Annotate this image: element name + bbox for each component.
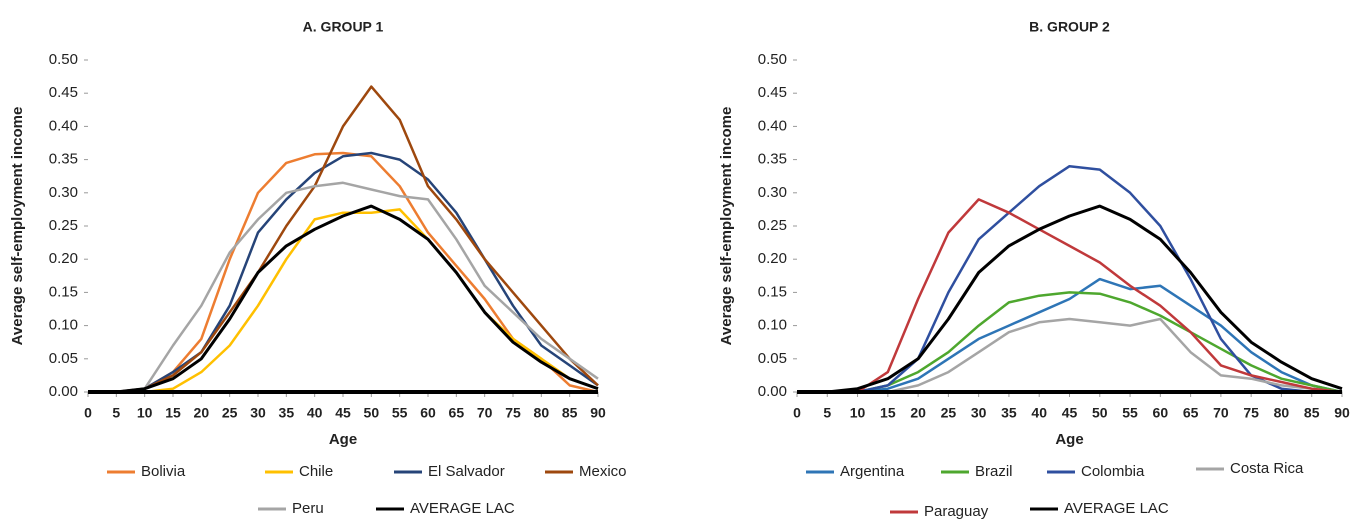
x-tick-label: 70 (1213, 405, 1229, 421)
x-tick-label: 90 (1334, 405, 1350, 421)
y-tick-label: 0.35 (758, 151, 787, 168)
x-tick-label: 20 (194, 405, 210, 421)
x-tick-label: 75 (505, 405, 521, 421)
y-axis-title: Average self-employment income (718, 107, 735, 346)
x-tick-label: 15 (165, 405, 181, 421)
series-line (797, 198, 1343, 394)
y-tick-label: 0.30 (49, 184, 78, 201)
x-tick-label: 15 (880, 405, 896, 421)
y-tick-label: 0.50 (49, 51, 78, 68)
x-tick-label: 80 (534, 405, 550, 421)
y-tick-label: 0.15 (758, 283, 787, 300)
y-tick-label: 0.00 (758, 383, 787, 400)
legend-label: AVERAGE LAC (410, 500, 515, 517)
x-tick-label: 10 (137, 405, 153, 421)
x-tick-label: 30 (250, 405, 266, 421)
x-tick-label: 40 (307, 405, 323, 421)
series-line (88, 181, 599, 394)
x-tick-label: 60 (1153, 405, 1169, 421)
y-tick-label: 0.00 (49, 383, 78, 400)
chart-title: B. GROUP 2 (1029, 19, 1110, 35)
y-axis-title: Average self-employment income (9, 107, 26, 346)
legend-label: AVERAGE LAC (1064, 500, 1169, 517)
x-tick-label: 30 (971, 405, 987, 421)
y-tick-label: 0.50 (758, 51, 787, 68)
y-tick-label: 0.20 (49, 250, 78, 267)
x-tick-label: 85 (562, 405, 578, 421)
legend-label: Brazil (975, 463, 1013, 480)
y-tick-label: 0.20 (758, 250, 787, 267)
legend-label: Peru (292, 500, 324, 517)
x-tick-label: 45 (1062, 405, 1078, 421)
y-tick-label: 0.25 (758, 217, 787, 234)
x-tick-label: 50 (364, 405, 380, 421)
y-tick-label: 0.05 (758, 350, 787, 367)
x-tick-label: 75 (1243, 405, 1259, 421)
y-tick-label: 0.10 (49, 317, 78, 334)
y-tick-label: 0.25 (49, 217, 78, 234)
x-tick-label: 90 (590, 405, 606, 421)
x-tick-label: 25 (941, 405, 957, 421)
x-tick-label: 0 (793, 405, 801, 421)
x-tick-label: 70 (477, 405, 493, 421)
series-line (797, 204, 1343, 394)
x-tick-label: 35 (1001, 405, 1017, 421)
x-tick-label: 25 (222, 405, 238, 421)
legend-label: El Salvador (428, 463, 505, 480)
series-line (88, 85, 599, 394)
x-tick-label: 55 (1122, 405, 1138, 421)
y-tick-label: 0.10 (758, 317, 787, 334)
y-tick-label: 0.05 (49, 350, 78, 367)
x-tick-label: 55 (392, 405, 408, 421)
x-tick-label: 40 (1031, 405, 1047, 421)
x-tick-label: 65 (1183, 405, 1199, 421)
x-tick-label: 10 (850, 405, 866, 421)
legend-label: Chile (299, 463, 333, 480)
x-tick-label: 60 (420, 405, 436, 421)
y-tick-label: 0.15 (49, 283, 78, 300)
y-tick-label: 0.45 (758, 84, 787, 101)
x-tick-label: 20 (910, 405, 926, 421)
x-tick-label: 35 (279, 405, 295, 421)
legend-label: Colombia (1081, 463, 1145, 480)
series-line (88, 208, 599, 394)
x-tick-label: 65 (449, 405, 465, 421)
series-line (88, 151, 599, 394)
legend-label: Bolivia (141, 463, 186, 480)
series-line (797, 277, 1343, 394)
x-tick-label: 85 (1304, 405, 1320, 421)
x-tick-label: 5 (823, 405, 831, 421)
y-tick-label: 0.40 (758, 117, 787, 134)
series-line (88, 204, 599, 394)
legend-label: Mexico (579, 463, 627, 480)
x-tick-label: 45 (335, 405, 351, 421)
x-tick-label: 80 (1274, 405, 1290, 421)
legend-label: Costa Rica (1230, 460, 1304, 477)
legend-label: Paraguay (924, 503, 989, 520)
chart-title: A. GROUP 1 (303, 19, 384, 35)
legend-label: Argentina (840, 463, 905, 480)
x-axis-title: Age (329, 431, 357, 448)
x-tick-label: 50 (1092, 405, 1108, 421)
x-tick-label: 0 (84, 405, 92, 421)
x-axis-title: Age (1055, 431, 1083, 448)
x-tick-label: 5 (112, 405, 120, 421)
y-tick-label: 0.40 (49, 117, 78, 134)
y-tick-label: 0.45 (49, 84, 78, 101)
y-tick-label: 0.35 (49, 151, 78, 168)
y-tick-label: 0.30 (758, 184, 787, 201)
series-line (88, 151, 599, 394)
